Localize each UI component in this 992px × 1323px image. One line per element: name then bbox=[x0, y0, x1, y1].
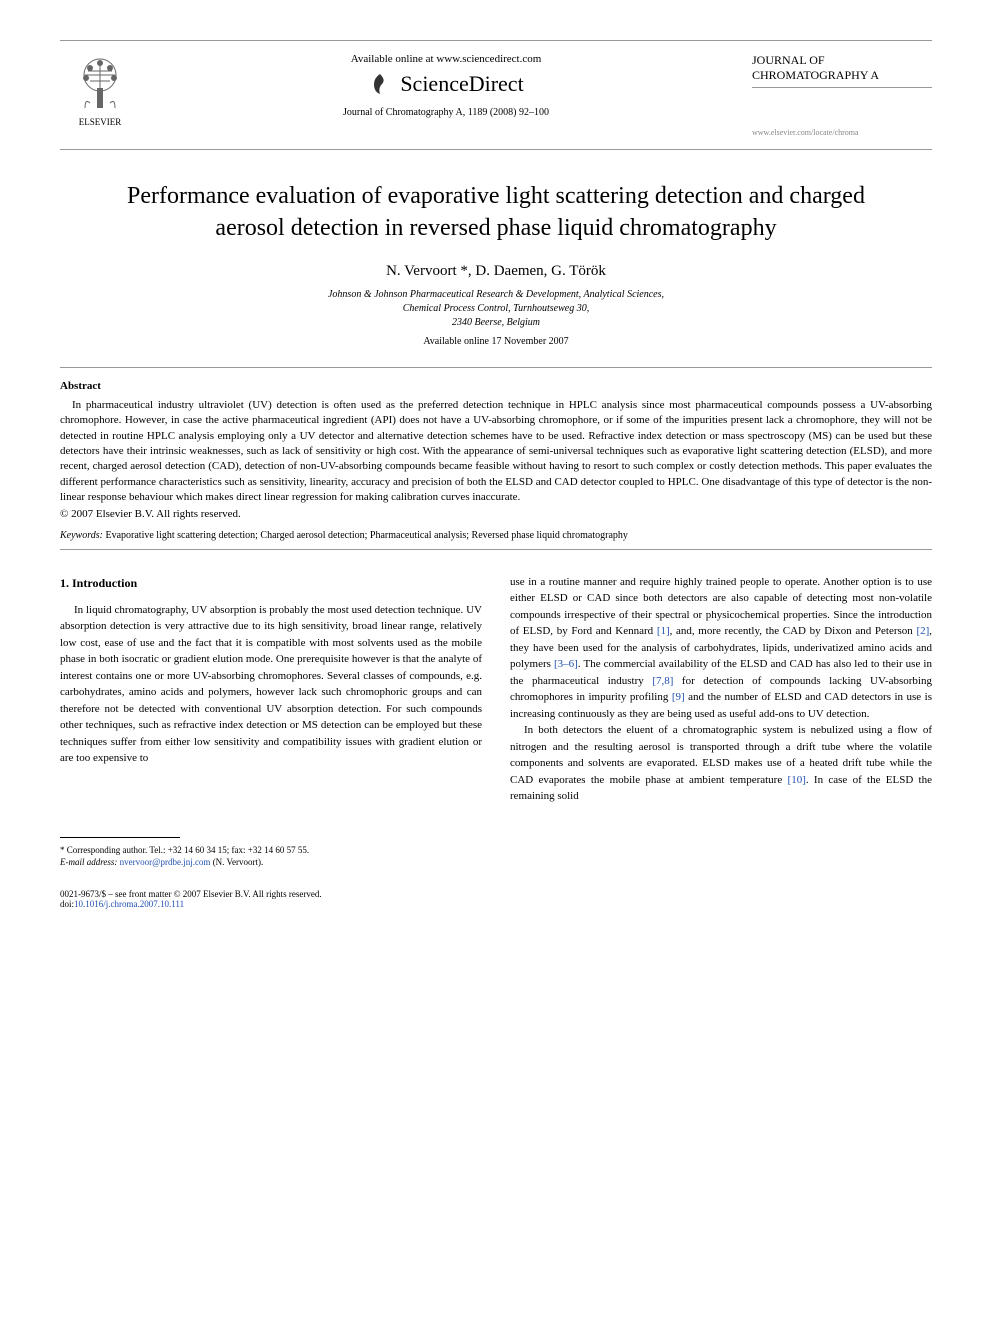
keywords-text: Evaporative light scattering detection; … bbox=[103, 530, 628, 541]
publisher-logo: ELSEVIER bbox=[60, 53, 140, 127]
email-label: E-mail address: bbox=[60, 857, 117, 867]
citation-1[interactable]: [1] bbox=[657, 625, 670, 637]
section-1-heading: 1. Introduction bbox=[60, 574, 482, 592]
sciencedirect-icon bbox=[368, 72, 392, 96]
available-online-text: Available online at www.sciencedirect.co… bbox=[140, 53, 752, 65]
citation-7-8[interactable]: [7,8] bbox=[652, 675, 673, 687]
column-right: use in a routine manner and require high… bbox=[510, 574, 932, 869]
citation-9[interactable]: [9] bbox=[672, 691, 685, 703]
email-line: E-mail address: nvervoor@prdbe.jnj.com (… bbox=[60, 856, 482, 869]
corresponding-author: * Corresponding author. Tel.: +32 14 60 … bbox=[60, 844, 482, 857]
doi-link[interactable]: 10.1016/j.chroma.2007.10.111 bbox=[74, 899, 184, 909]
authors: N. Vervoort *, D. Daemen, G. Török bbox=[60, 263, 932, 280]
doi-label: doi: bbox=[60, 899, 74, 909]
intro-para-2: In both detectors the eluent of a chroma… bbox=[510, 722, 932, 805]
affiliation-line-2: Chemical Process Control, Turnhoutseweg … bbox=[60, 302, 932, 316]
journal-name: JOURNAL OF CHROMATOGRAPHY A bbox=[752, 53, 932, 88]
intro-para-1: In liquid chromatography, UV absorption … bbox=[60, 602, 482, 767]
column-left: 1. Introduction In liquid chromatography… bbox=[60, 574, 482, 869]
divider-bottom bbox=[60, 549, 932, 550]
elsevier-tree-icon bbox=[70, 53, 130, 113]
article-title: Performance evaluation of evaporative li… bbox=[100, 180, 892, 245]
footer: 0021-9673/$ – see front matter © 2007 El… bbox=[60, 889, 932, 909]
email-author: (N. Vervoort). bbox=[210, 857, 263, 867]
footnote-rule bbox=[60, 837, 180, 838]
intro-para-1-cont: use in a routine manner and require high… bbox=[510, 574, 932, 723]
keywords-label: Keywords: bbox=[60, 530, 103, 541]
affiliation: Johnson & Johnson Pharmaceutical Researc… bbox=[60, 288, 932, 330]
publication-date: Available online 17 November 2007 bbox=[60, 336, 932, 347]
abstract-heading: Abstract bbox=[60, 380, 932, 392]
keywords: Keywords: Evaporative light scattering d… bbox=[60, 530, 932, 541]
center-header: Available online at www.sciencedirect.co… bbox=[140, 53, 752, 118]
body-columns: 1. Introduction In liquid chromatography… bbox=[60, 574, 932, 869]
sciencedirect-logo: ScienceDirect bbox=[140, 71, 752, 97]
divider-top bbox=[60, 367, 932, 368]
right-header: JOURNAL OF CHROMATOGRAPHY A www.elsevier… bbox=[752, 53, 932, 137]
sciencedirect-label: ScienceDirect bbox=[400, 71, 523, 97]
copyright-text: © 2007 Elsevier B.V. All rights reserved… bbox=[60, 508, 932, 520]
affiliation-line-3: 2340 Beerse, Belgium bbox=[60, 316, 932, 330]
article-header: ELSEVIER Available online at www.science… bbox=[60, 40, 932, 150]
affiliation-line-1: Johnson & Johnson Pharmaceutical Researc… bbox=[60, 288, 932, 302]
email-link[interactable]: nvervoor@prdbe.jnj.com bbox=[120, 857, 211, 867]
citation-2[interactable]: [2] bbox=[916, 625, 929, 637]
doi-line: doi:10.1016/j.chroma.2007.10.111 bbox=[60, 899, 932, 909]
issn-line: 0021-9673/$ – see front matter © 2007 El… bbox=[60, 889, 932, 899]
publisher-name: ELSEVIER bbox=[60, 117, 140, 127]
citation-10[interactable]: [10] bbox=[788, 774, 806, 786]
citation-3-6[interactable]: [3–6] bbox=[554, 658, 578, 670]
abstract-text: In pharmaceutical industry ultraviolet (… bbox=[60, 398, 932, 506]
journal-reference: Journal of Chromatography A, 1189 (2008)… bbox=[140, 107, 752, 118]
footnote-block: * Corresponding author. Tel.: +32 14 60 … bbox=[60, 844, 482, 869]
journal-url: www.elsevier.com/locate/chroma bbox=[752, 128, 932, 137]
